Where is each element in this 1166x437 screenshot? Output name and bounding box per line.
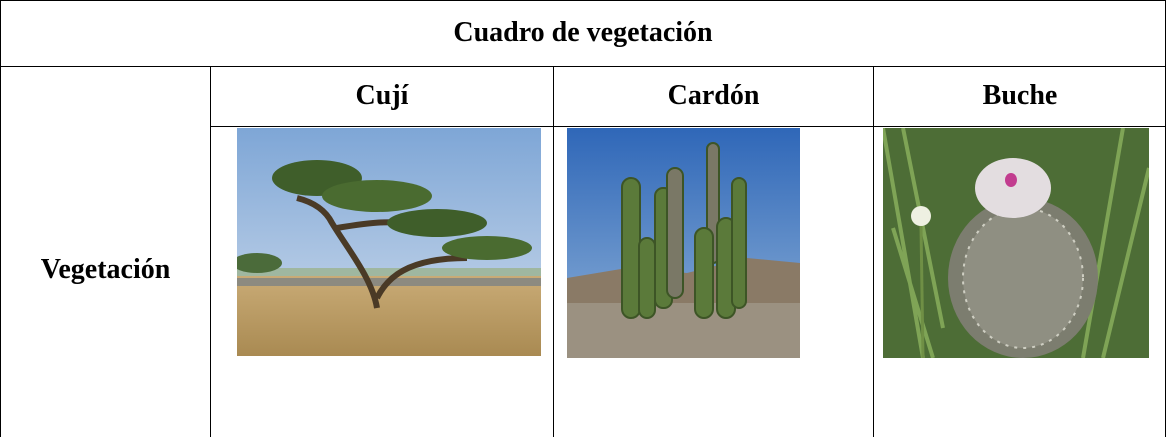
border: [0, 66, 1166, 67]
column-header: Cují: [355, 80, 409, 111]
border: [210, 126, 1166, 127]
column-header: Cardón: [667, 80, 760, 111]
border: [553, 66, 554, 437]
border: [873, 66, 874, 437]
photo-cuji: [237, 128, 541, 356]
border: [0, 0, 1, 437]
border: [0, 0, 1166, 1]
column-header: Buche: [982, 80, 1058, 111]
photo-cardon: [567, 128, 800, 358]
row-label: Vegetación: [40, 254, 171, 285]
border: [210, 66, 211, 437]
photo-buche: [883, 128, 1149, 358]
table-title: Cuadro de vegetación: [453, 17, 713, 48]
